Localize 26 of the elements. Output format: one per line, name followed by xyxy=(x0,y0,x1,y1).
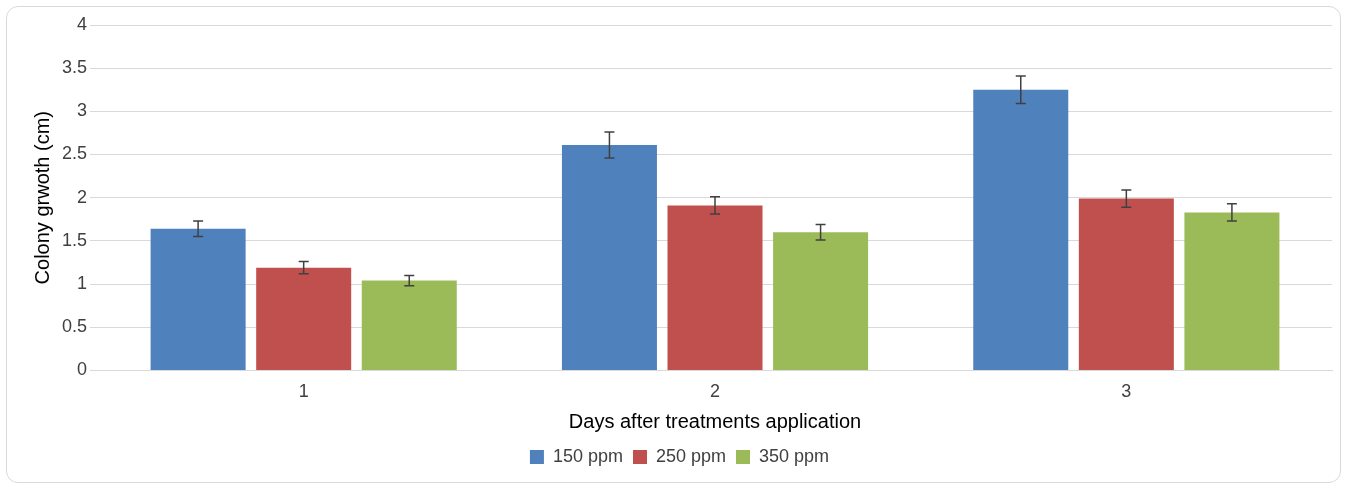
bar xyxy=(561,145,657,370)
x-tick-label: 1 xyxy=(298,381,309,402)
bar xyxy=(361,280,457,370)
bar xyxy=(667,205,763,370)
bar xyxy=(256,267,352,370)
y-tick-label: 2.5 xyxy=(61,143,88,164)
bar xyxy=(773,232,869,370)
y-tick-label: 3.5 xyxy=(61,57,88,78)
bar xyxy=(1184,212,1280,370)
y-tick-label: 1.5 xyxy=(61,229,88,250)
legend-label: 250 ppm xyxy=(655,445,727,466)
y-axis-title: Colony grwoth (cm) xyxy=(30,111,53,285)
legend-label: 350 ppm xyxy=(759,445,830,466)
bar xyxy=(973,89,1069,370)
y-tick-label: 1 xyxy=(77,273,88,294)
x-axis-title: Days after treatments application xyxy=(568,409,862,432)
bar xyxy=(150,228,246,370)
y-tick-label: 2 xyxy=(77,186,88,207)
x-tick-label: 3 xyxy=(1121,381,1132,402)
y-tick-label: 0 xyxy=(77,359,88,380)
legend-label: 150 ppm xyxy=(552,445,623,466)
y-tick-label: 0.5 xyxy=(61,316,88,337)
bar xyxy=(1078,198,1174,370)
x-tick-label: 2 xyxy=(710,381,721,402)
y-tick-label: 3 xyxy=(77,100,88,121)
y-tick-label: 4 xyxy=(77,13,88,34)
